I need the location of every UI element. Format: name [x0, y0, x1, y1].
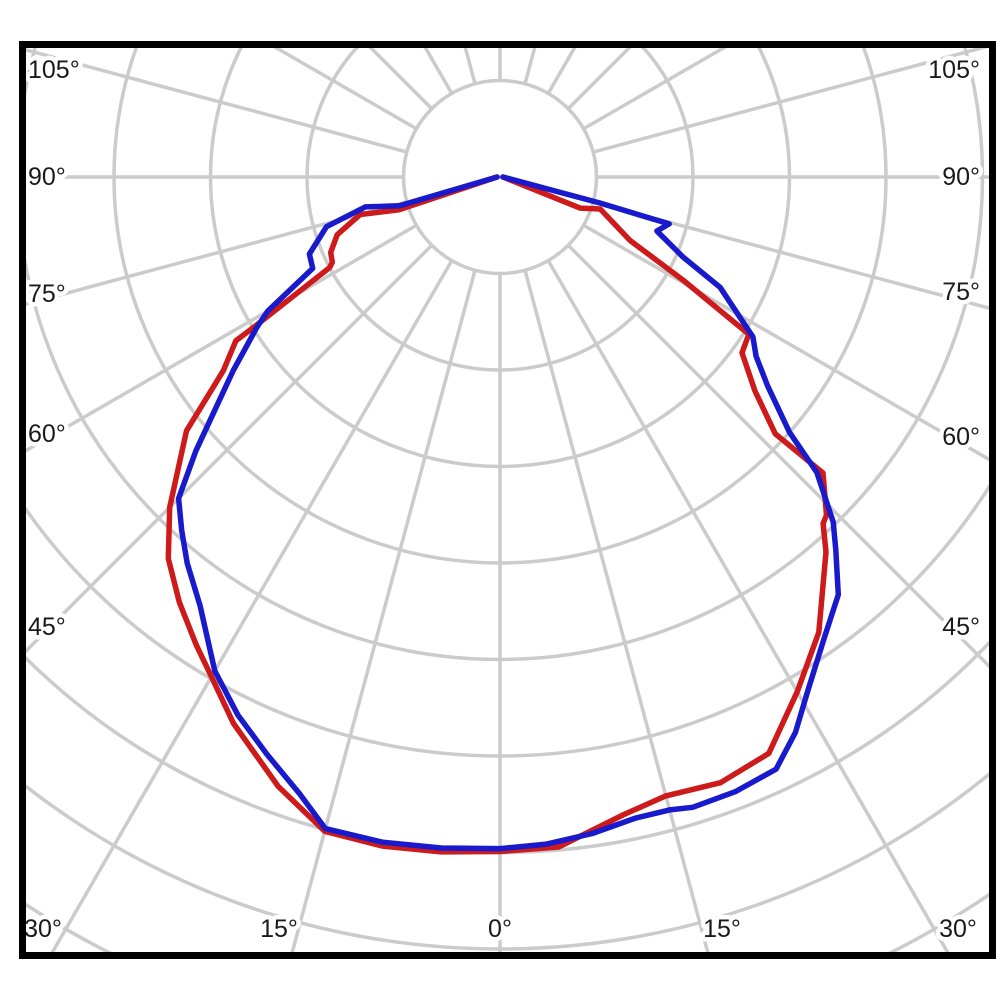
grid-spoke [546, 259, 950, 952]
angle-label: 60° [942, 423, 980, 451]
angle-label: 15° [260, 915, 298, 943]
blue-curve [175, 174, 842, 852]
grid-spoke [26, 48, 408, 154]
grid-spoke [26, 243, 434, 654]
angle-label: 60° [28, 420, 66, 448]
angle-label: 0° [488, 915, 512, 943]
plot-border [19, 41, 996, 959]
grid-spoke [523, 269, 710, 952]
grid-spoke [368, 48, 434, 111]
angle-label: 30° [24, 915, 62, 943]
red-curve [165, 174, 830, 855]
angle-label: 90° [28, 163, 66, 191]
angle-label: 105° [928, 56, 980, 84]
grid-spoke [592, 48, 989, 154]
grid-spoke [50, 259, 454, 952]
grid-spoke [582, 223, 989, 462]
angle-label: 45° [28, 613, 66, 641]
angle-label: 45° [942, 613, 980, 641]
angle-label: 90° [942, 163, 980, 191]
grid-spoke [566, 48, 632, 111]
intensity-curves [165, 174, 842, 855]
grid-spoke [26, 200, 408, 306]
angle-label: 105° [28, 56, 80, 84]
angle-label: 75° [942, 278, 980, 306]
grid-spoke [592, 200, 989, 310]
angle-labels: 105° 90° 75° 60° 45° 105° 90° 75° 60° 45° 30° 15° 0°… [20, 52, 985, 948]
grid-spoke [566, 243, 989, 669]
grid-ring [401, 78, 599, 276]
angle-label: 15° [703, 915, 741, 943]
grid-spoke [26, 223, 418, 453]
angle-label: 75° [28, 280, 66, 308]
angle-label: 30° [939, 915, 977, 943]
